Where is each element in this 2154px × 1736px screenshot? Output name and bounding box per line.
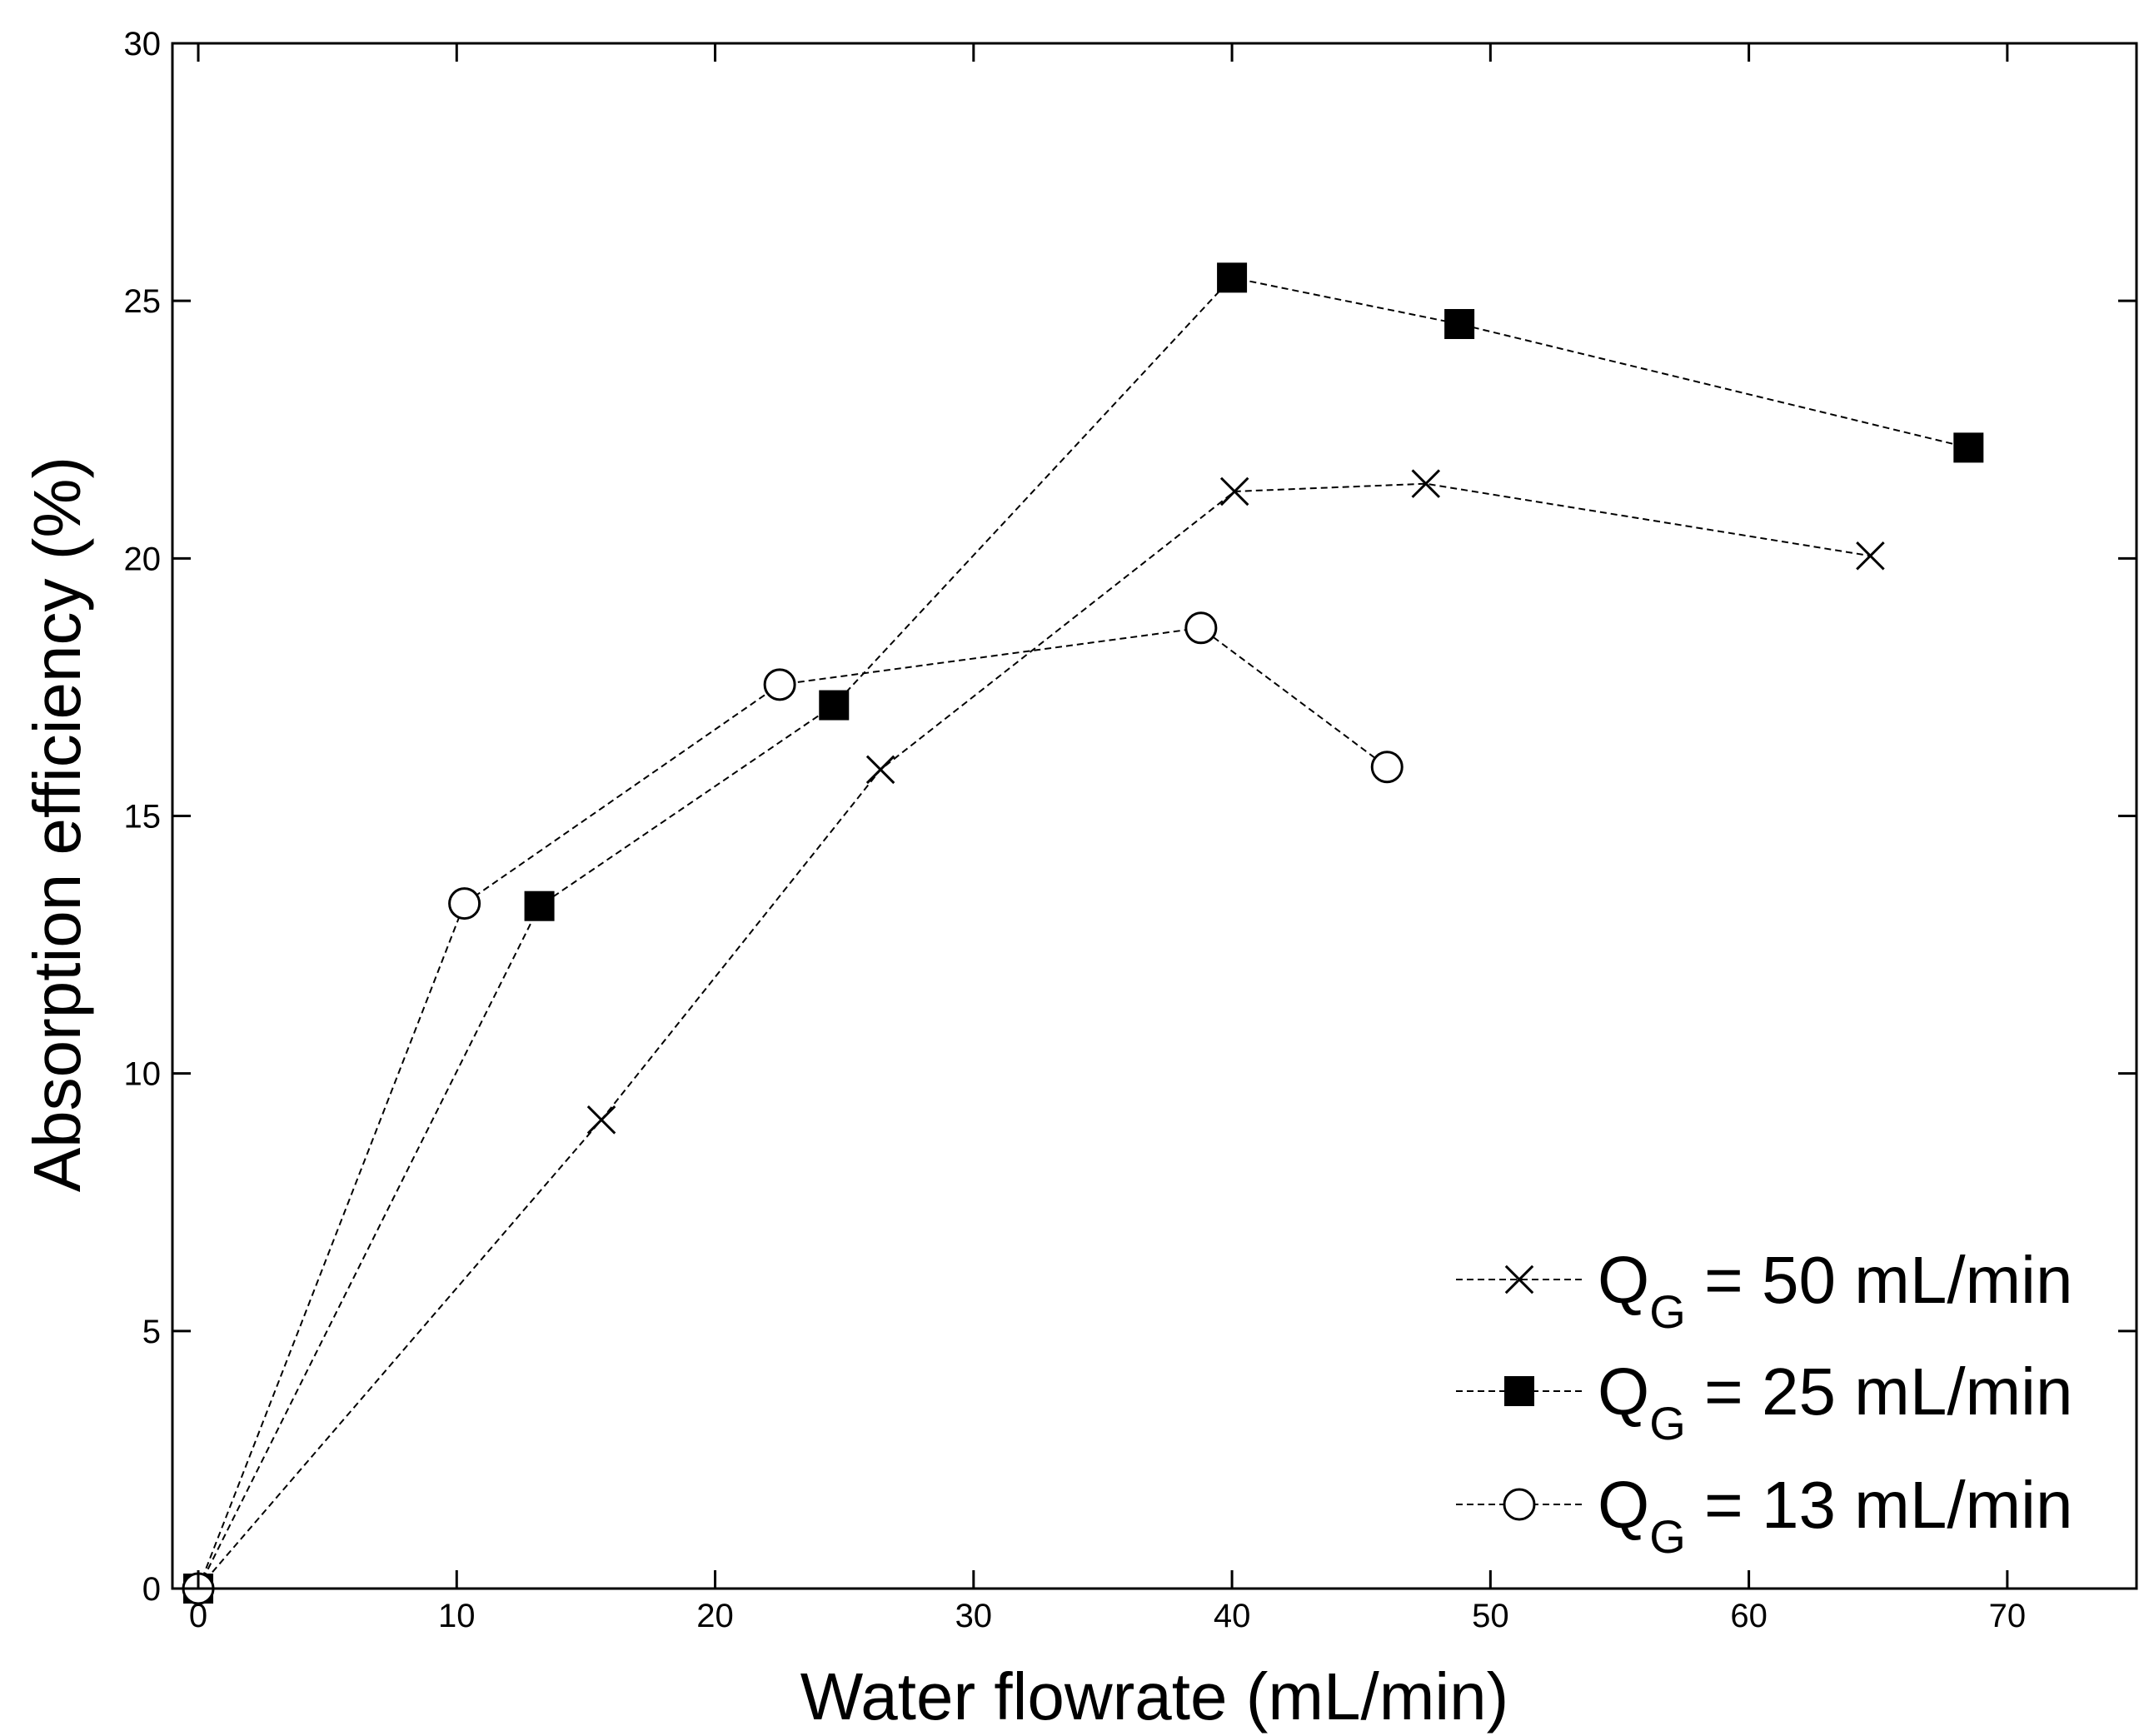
x-tick-label: 40 [1214,1598,1251,1634]
data-point [1219,476,1249,506]
legend-label: QG = 50 mL/min [1598,1243,2072,1338]
legend-marker [1504,1265,1534,1295]
x-tick-label: 20 [696,1598,734,1634]
y-tick-label: 10 [124,1056,162,1093]
y-tick-label: 0 [142,1571,161,1608]
data-point [1953,432,1984,463]
x-tick-label: 10 [438,1598,476,1634]
data-point [819,690,850,721]
series-line [197,277,1969,1589]
x-tick-label: 50 [1472,1598,1509,1634]
y-tick-label: 30 [124,26,162,62]
data-point [1856,541,1885,571]
y-tick-label: 15 [124,799,162,836]
x-tick-label: 60 [1730,1598,1768,1634]
legend-item-2: QG = 13 mL/min [1456,1468,2072,1563]
y-axis-title: Absorption efficiency (%) [20,456,94,1192]
series-line [197,482,1871,1589]
data-point [448,887,481,920]
tick-layer: 0 10 20 30 40 50 60 70 0 5 10 15 20 25 30 [124,26,2137,1634]
data-point [1370,751,1404,784]
legend-marker [1504,1376,1534,1406]
data-point [1217,262,1248,293]
x-tick-label: 0 [189,1598,207,1634]
legend-marker [1503,1488,1536,1521]
legend-label: QG = 25 mL/min [1598,1354,2072,1449]
x-tick-label: 30 [955,1598,993,1634]
data-point [763,668,796,701]
data-point [1184,611,1218,645]
legend-item-1: QG = 25 mL/min [1456,1354,2072,1449]
data-point [586,1105,616,1135]
y-tick-label: 25 [124,283,162,320]
x-tick-label: 70 [1989,1598,2027,1634]
legend-label: QG = 13 mL/min [1598,1468,2072,1563]
series-layer [182,262,1984,1605]
y-tick-label: 5 [142,1314,161,1350]
data-point [1411,469,1441,498]
x-axis-title: Water flowrate (mL/min) [800,1659,1509,1734]
data-point [1444,308,1475,339]
data-point [865,755,895,785]
legend-item-0: QG = 50 mL/min [1456,1243,2072,1338]
legend: QG = 50 mL/min QG = 25 mL/min QG = 13 mL/m… [1456,1243,2072,1563]
y-tick-label: 20 [124,541,162,577]
data-point [524,890,555,921]
